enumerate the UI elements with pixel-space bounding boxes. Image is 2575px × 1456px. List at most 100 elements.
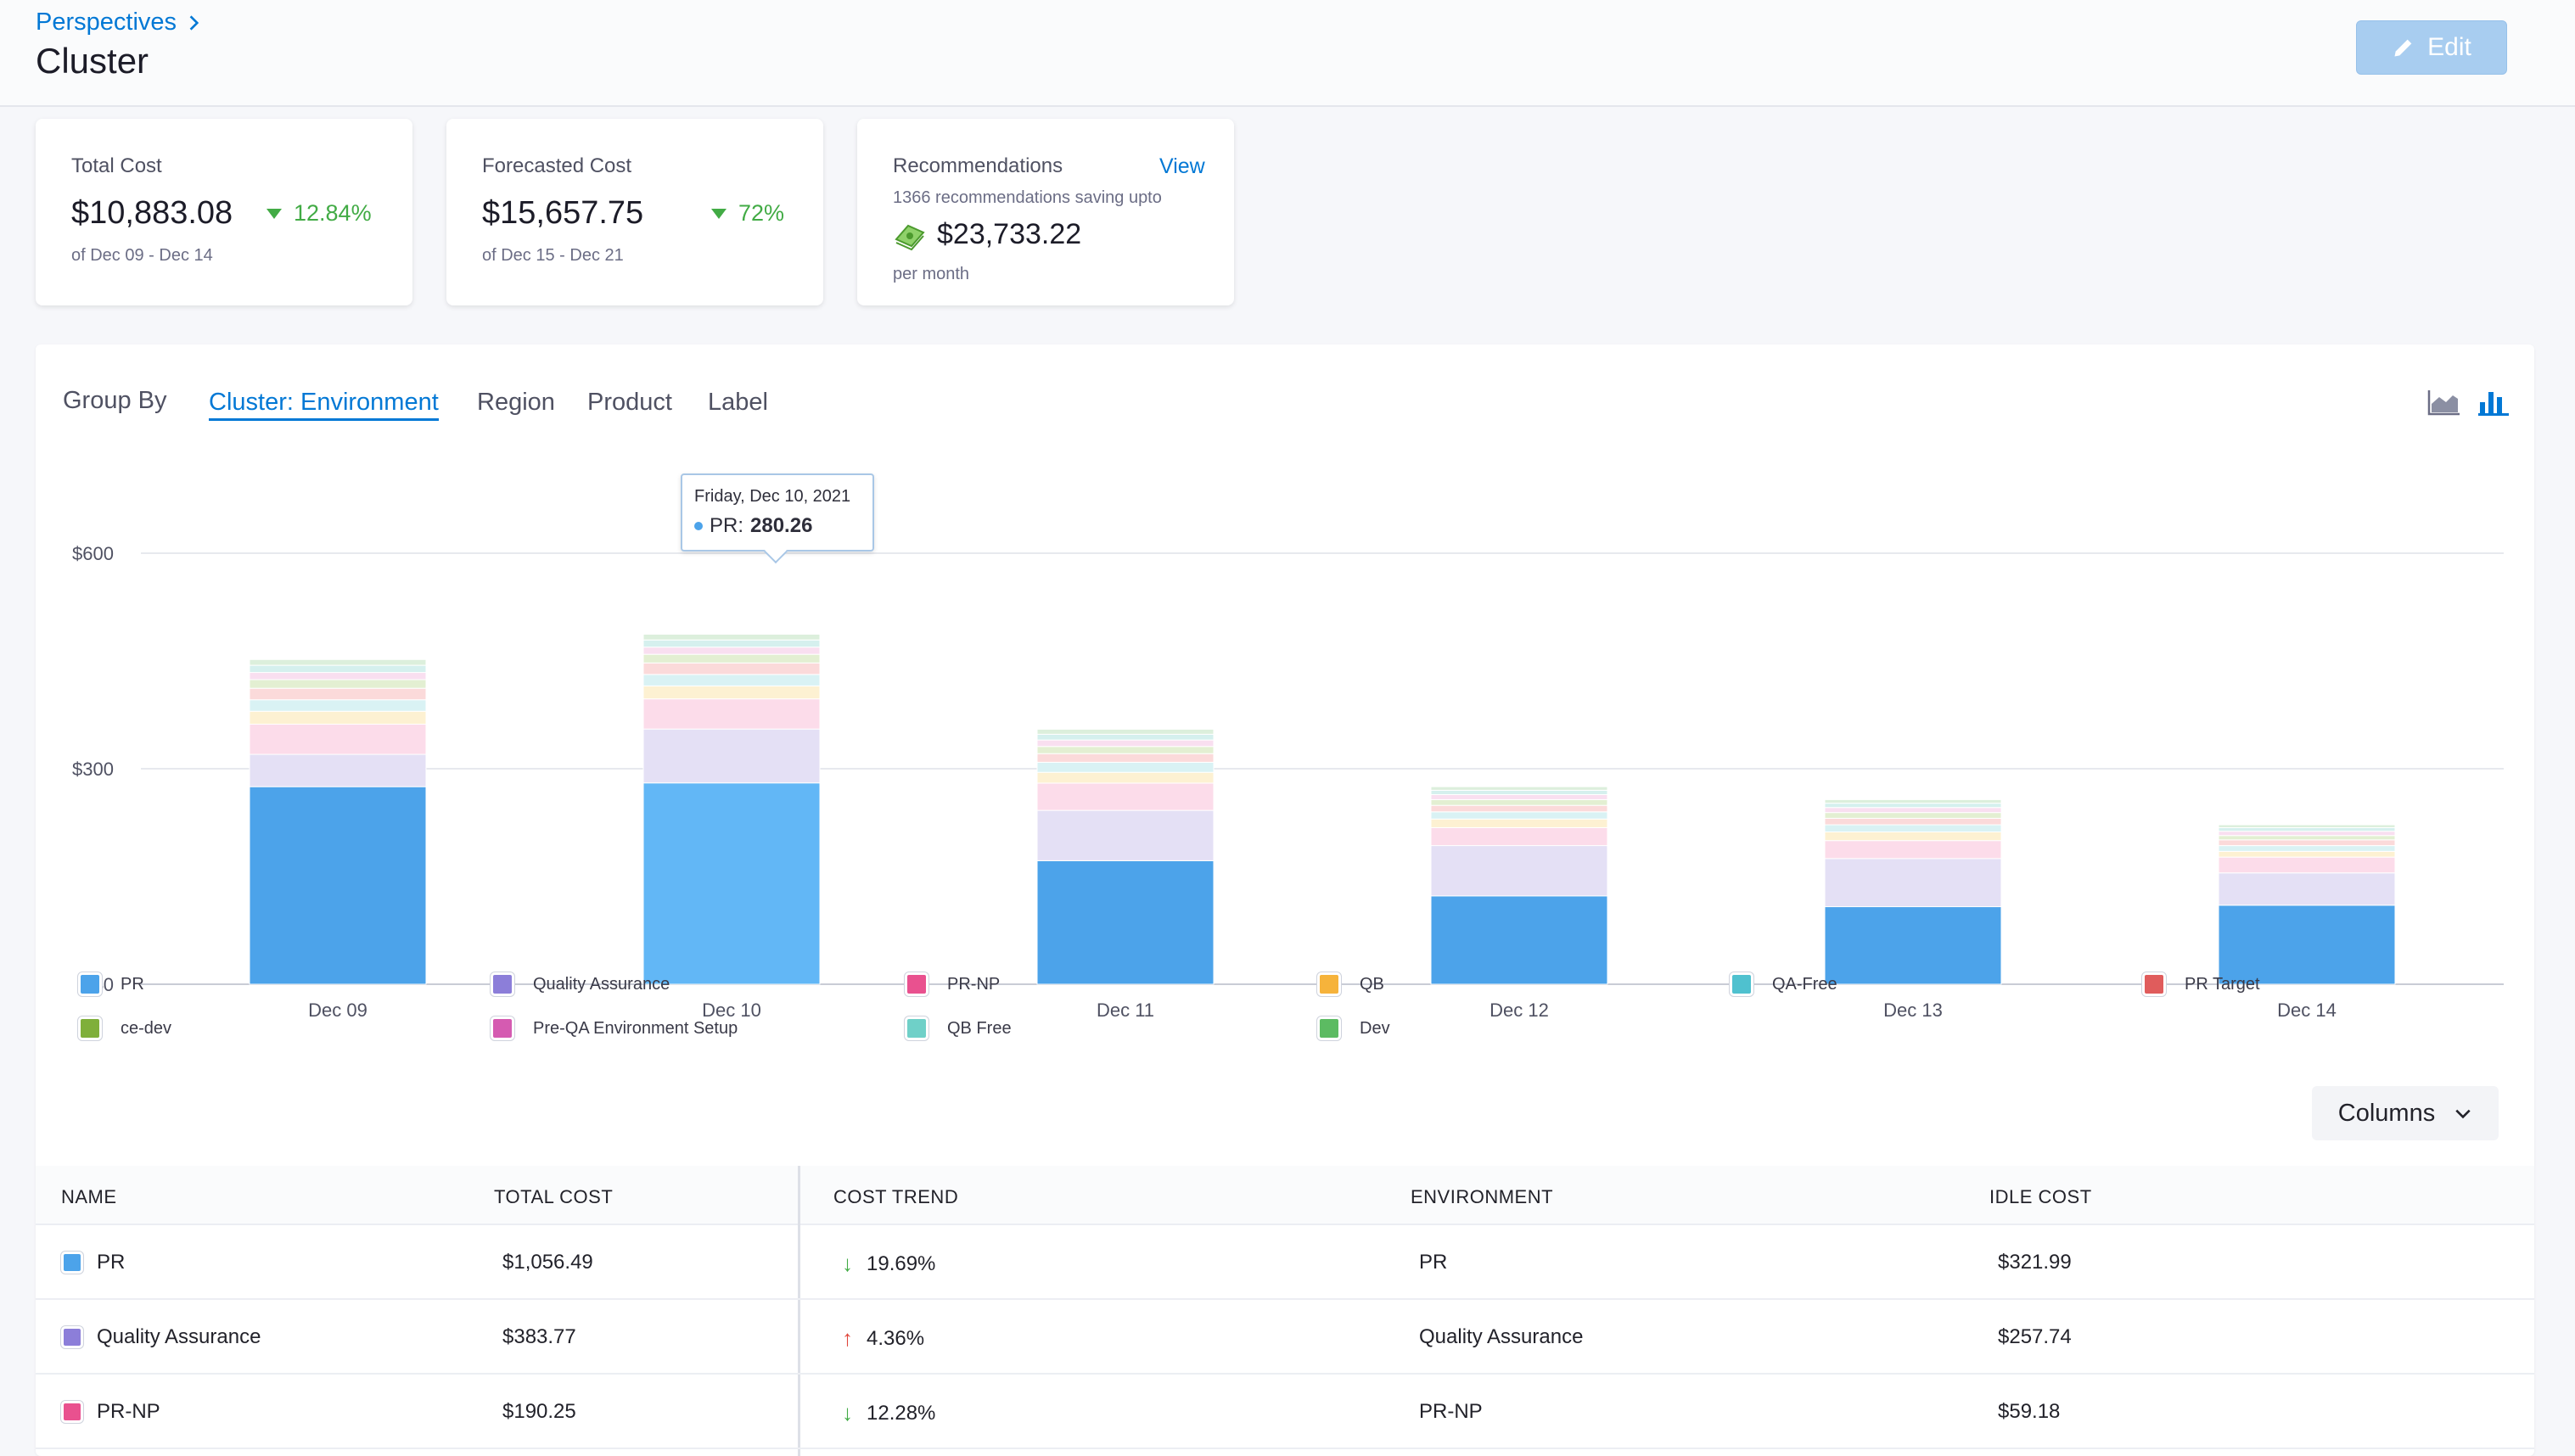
bar-segment: [1036, 746, 1215, 754]
cell-environment: Quality Assurance: [1419, 1325, 1584, 1348]
legend-item-ce-dev[interactable]: ce-dev: [78, 1016, 171, 1040]
columns-dropdown-label: Columns: [2337, 1099, 2436, 1127]
edit-button[interactable]: Edit: [2356, 20, 2507, 75]
group-by-label: Group By: [63, 387, 167, 414]
recommendations-saving-value: $23,733.22: [937, 217, 1082, 250]
bar-segment: [642, 653, 821, 664]
bar-chart-icon[interactable]: [2477, 387, 2510, 416]
column-resize-divider[interactable]: [798, 1166, 800, 1456]
bar-segment: [249, 710, 427, 725]
bar-segment: [1824, 812, 2002, 819]
bar-segment: [1430, 786, 1608, 791]
legend-item-qa-free[interactable]: QA-Free: [1730, 972, 1837, 996]
legend-swatch: [491, 972, 514, 996]
cell-environment: PR-NP: [1419, 1400, 1483, 1423]
total-cost-trend-value: 12.84%: [294, 200, 372, 226]
legend-label: QB: [1360, 974, 1384, 994]
bar-segment: [1036, 782, 1215, 811]
column-header-name[interactable]: NAME: [61, 1186, 117, 1207]
pencil-icon: [2394, 39, 2412, 57]
recommendations-saving: $23,733.22: [893, 217, 1081, 251]
legend-item-pr[interactable]: PR: [78, 972, 144, 996]
legend-item-qb[interactable]: QB: [1317, 972, 1384, 996]
table-row[interactable]: PR $1,056.49 ↓ 19.69% PR $321.99: [36, 1227, 2534, 1300]
bar-segment: [1430, 793, 1608, 800]
x-tick-label: Dec 09: [308, 1000, 367, 1021]
bar-segment: [642, 633, 821, 641]
page-header: Perspectives Cluster Edit: [0, 0, 2575, 107]
legend-label: PR Target: [2185, 974, 2260, 994]
legend-label: PR-NP: [947, 974, 1001, 994]
group-by-tab-region[interactable]: Region: [477, 389, 555, 416]
bar-segment: [642, 639, 821, 648]
cell-name: Quality Assurance: [61, 1325, 261, 1349]
cell-name-text: PR: [97, 1251, 126, 1274]
column-header-total-cost[interactable]: TOTAL COST: [494, 1186, 614, 1207]
legend-item-dev[interactable]: Dev: [1317, 1016, 1390, 1040]
cell-cost-trend: ↑ 4.36%: [842, 1325, 924, 1352]
bar-segment: [249, 664, 427, 674]
bar-segment: [1430, 818, 1608, 828]
chevron-down-icon: [2455, 1109, 2471, 1119]
column-header-idle-cost[interactable]: IDLE COST: [1989, 1186, 2092, 1207]
bar-segment: [1036, 753, 1215, 763]
legend-swatch: [78, 1016, 102, 1040]
cell-idle-cost: $321.99: [1998, 1251, 2072, 1274]
recommendations-view-link[interactable]: View: [1159, 154, 1205, 178]
legend-label: PR: [121, 974, 144, 994]
cell-name: PR: [61, 1251, 125, 1274]
edit-button-label: Edit: [2427, 33, 2471, 61]
legend-item-pr-target[interactable]: PR Target: [2142, 972, 2260, 996]
table-header: NAME TOTAL COST COST TREND ENVIRONMENT I…: [36, 1166, 2534, 1225]
group-by-tab-cluster-environment[interactable]: Cluster: Environment: [209, 389, 439, 421]
bar-segment: [1430, 804, 1608, 813]
x-tick-label: Dec 10: [702, 1000, 761, 1021]
chevron-right-icon: [189, 14, 199, 31]
table-row[interactable]: PR-NP $190.25 ↓ 12.28% PR-NP $59.18: [36, 1376, 2534, 1449]
legend-swatch: [78, 972, 102, 996]
y-tick-label: $600: [72, 543, 114, 564]
recommendations-label: Recommendations: [893, 154, 1063, 177]
legend-swatch: [905, 1016, 928, 1040]
bar-segment: [249, 672, 427, 680]
table-row[interactable]: Quality Assurance $383.77 ↑ 4.36% Qualit…: [36, 1302, 2534, 1375]
columns-dropdown[interactable]: Columns: [2312, 1086, 2499, 1140]
x-tick-label: Dec 11: [1097, 1000, 1154, 1021]
breadcrumb-perspectives-link[interactable]: Perspectives: [36, 8, 177, 36]
bar-segment: [642, 728, 821, 784]
cell-name-text: Quality Assurance: [97, 1325, 261, 1348]
trend-down-icon: [711, 208, 726, 219]
column-header-cost-trend[interactable]: COST TREND: [833, 1186, 959, 1207]
legend-label: Quality Assurance: [533, 974, 670, 994]
cell-total-cost: $1,056.49: [502, 1251, 593, 1274]
breadcrumb[interactable]: Perspectives: [36, 8, 204, 36]
legend-item-pr-np[interactable]: PR-NP: [905, 972, 1000, 996]
group-by-tab-product[interactable]: Product: [587, 389, 672, 416]
money-stack-icon: [895, 224, 925, 251]
legend-item-qb-free[interactable]: QB Free: [905, 1016, 1012, 1040]
recommendations-count: 1366 recommendations saving upto: [893, 188, 1162, 207]
group-by-tab-label[interactable]: Label: [708, 389, 768, 416]
legend-item-pre-qa-environment-setup[interactable]: Pre-QA Environment Setup: [491, 1016, 738, 1040]
cell-cost-trend-text: 4.36%: [867, 1326, 925, 1350]
bar-segment: [1824, 803, 2002, 809]
legend-label: Pre-QA Environment Setup: [533, 1018, 738, 1038]
page-title: Cluster: [36, 41, 149, 81]
legend-label: ce-dev: [121, 1018, 172, 1038]
forecasted-cost-value: $15,657.75: [482, 195, 644, 231]
bar-segment: [249, 724, 427, 755]
cell-total-cost: $190.25: [502, 1400, 576, 1423]
y-tick-label: $300: [72, 759, 114, 780]
column-header-environment[interactable]: ENVIRONMENT: [1411, 1186, 1554, 1207]
legend-swatch: [1317, 972, 1341, 996]
tooltip-value: 280.26: [750, 514, 813, 537]
bar-segment: [1036, 739, 1215, 748]
area-chart-icon[interactable]: [2427, 387, 2461, 416]
legend-item-quality-assurance[interactable]: Quality Assurance: [491, 972, 670, 996]
total-cost-range: of Dec 09 - Dec 14: [71, 246, 213, 265]
bar-segment: [1036, 809, 1215, 861]
cell-name-text: PR-NP: [97, 1400, 160, 1423]
total-cost-label: Total Cost: [71, 154, 162, 177]
bar-segment: [249, 687, 427, 701]
